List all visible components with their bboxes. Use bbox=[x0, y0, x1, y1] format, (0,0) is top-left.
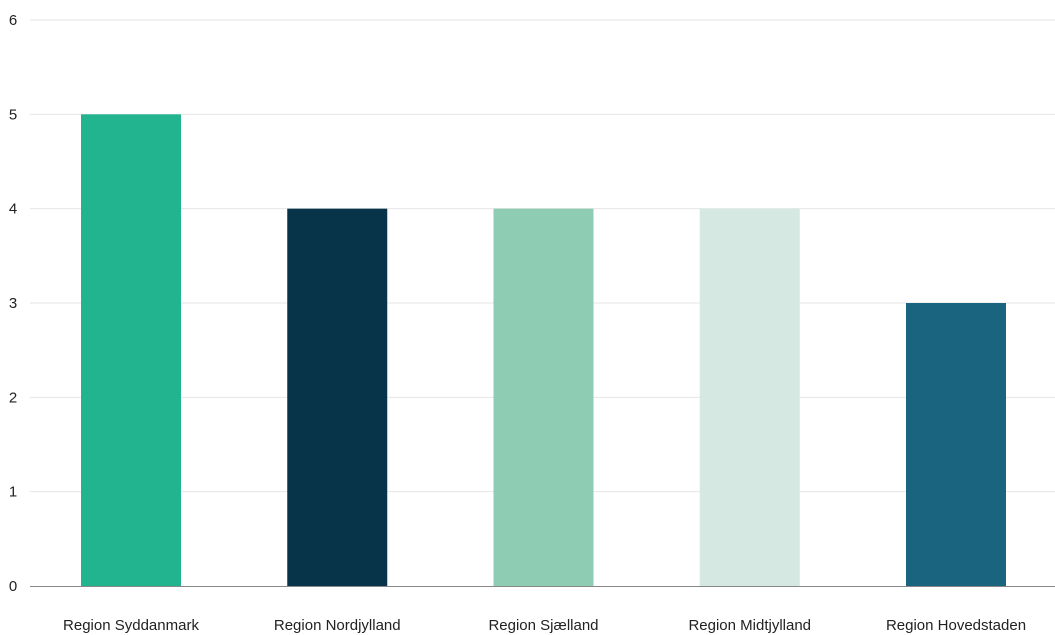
x-axis-labels: Region Syddanmark Region Nordjylland Regio… bbox=[63, 617, 1026, 634]
x-tick-label-3: Region Midtjylland bbox=[688, 617, 811, 634]
y-tick-label-3: 3 bbox=[9, 295, 17, 312]
bars bbox=[81, 114, 1006, 586]
y-tick-label-2: 2 bbox=[9, 389, 17, 406]
y-tick-label-5: 5 bbox=[9, 106, 17, 123]
bar-region-syddanmark bbox=[81, 114, 181, 586]
y-tick-label-0: 0 bbox=[9, 578, 17, 595]
bar-region-sjælland bbox=[493, 208, 594, 586]
bar-region-midtjylland bbox=[699, 208, 800, 586]
y-tick-label-6: 6 bbox=[9, 12, 17, 29]
y-tick-label-4: 4 bbox=[9, 201, 17, 218]
x-tick-label-2: Region Sjælland bbox=[488, 617, 598, 634]
y-axis-ticks: 0 1 2 3 4 5 6 bbox=[9, 12, 17, 595]
x-tick-label-4: Region Hovedstaden bbox=[886, 617, 1026, 634]
bar-region-hovedstaden bbox=[906, 303, 1006, 586]
x-tick-label-1: Region Nordjylland bbox=[274, 617, 401, 634]
y-tick-label-1: 1 bbox=[9, 484, 17, 501]
bar-region-nordjylland bbox=[287, 208, 388, 586]
x-tick-label-0: Region Syddanmark bbox=[63, 617, 199, 634]
